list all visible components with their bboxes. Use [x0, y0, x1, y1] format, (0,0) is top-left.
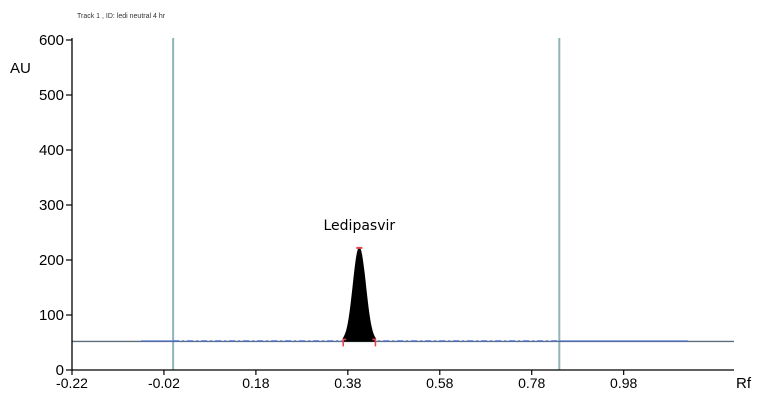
x-tick-label: 0.78: [518, 375, 545, 391]
peak-area: [342, 247, 376, 342]
x-axis-label: Rf: [736, 375, 752, 392]
peak-end-marker: [372, 338, 377, 347]
peak-label: Ledipasvir: [324, 218, 396, 234]
y-tick-label: 100: [39, 307, 64, 324]
x-tick-label: 0.58: [426, 375, 453, 391]
x-tick-label: -0.22: [56, 375, 88, 391]
y-tick-label: 600: [39, 32, 64, 49]
y-tick-label: 400: [39, 142, 64, 159]
y-axis-label: AU: [10, 60, 31, 77]
y-tick-label: 0: [56, 362, 64, 379]
y-tick-label: 200: [39, 252, 64, 269]
peak-start-marker: [342, 338, 347, 347]
track-label: Track 1 , ID: ledi neutral 4 hr: [77, 13, 166, 20]
x-tick-label: -0.02: [148, 375, 180, 391]
x-tick-label: 0.18: [242, 375, 269, 391]
x-tick-label: 0.38: [334, 375, 361, 391]
y-tick-label: 300: [39, 197, 64, 214]
x-tick-label: 0.98: [610, 375, 637, 391]
y-tick-label: 500: [39, 87, 64, 104]
